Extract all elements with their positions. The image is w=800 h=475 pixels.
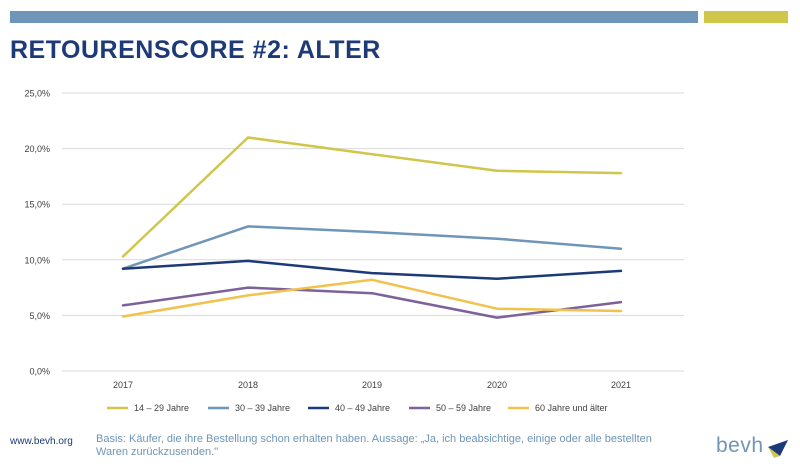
series-line-4 bbox=[121, 278, 623, 318]
legend-label: 14 – 29 Jahre bbox=[134, 403, 189, 413]
chart-gridlines bbox=[62, 92, 684, 372]
series-line-0 bbox=[121, 136, 623, 258]
legend-label: 30 – 39 Jahre bbox=[235, 403, 290, 413]
chart-legend: 14 – 29 Jahre 30 – 39 Jahre 40 – 49 Jahre 5… bbox=[107, 403, 608, 413]
y-tick-label: 15,0% bbox=[24, 200, 50, 210]
y-tick-label: 5,0% bbox=[29, 311, 50, 321]
series-line-2 bbox=[121, 259, 623, 280]
legend-label: 50 – 59 Jahre bbox=[436, 403, 491, 413]
x-tick-label: 2018 bbox=[238, 380, 258, 390]
y-tick-label: 10,0% bbox=[24, 255, 50, 265]
series-line-3 bbox=[121, 286, 623, 319]
x-axis-tick-labels: 2017 2018 2019 2020 2021 bbox=[113, 380, 631, 390]
bevh-logo: bevh bbox=[716, 434, 792, 460]
legend-label: 60 Jahre und älter bbox=[535, 403, 608, 413]
x-tick-label: 2017 bbox=[113, 380, 133, 390]
footer-note: Basis: Käufer, die ihre Bestellung schon… bbox=[96, 433, 652, 458]
y-tick-label: 20,0% bbox=[24, 144, 50, 154]
x-tick-label: 2021 bbox=[611, 380, 631, 390]
logo-mark-icon bbox=[768, 440, 788, 458]
line-chart: 0,0%5,0%10,0%15,0%20,0%25,0% 2017 2018 201… bbox=[24, 89, 684, 413]
header-accent-bar-yellow bbox=[704, 11, 788, 23]
y-tick-label: 25,0% bbox=[24, 89, 50, 99]
y-axis-tick-labels: 0,0% 5,0% 10,0% 15,0% 20,0% 25,0% bbox=[24, 89, 50, 377]
x-tick-label: 2019 bbox=[362, 380, 382, 390]
legend-label: 40 – 49 Jahre bbox=[335, 403, 390, 413]
logo-text: bevh bbox=[716, 434, 764, 457]
series-line-1 bbox=[121, 225, 623, 270]
footer-url[interactable]: www.bevh.org bbox=[10, 436, 73, 447]
y-tick-label: 0,0% bbox=[29, 367, 50, 377]
page-title: RETOURENSCORE #2: ALTER bbox=[10, 36, 381, 64]
chart-series-lines bbox=[121, 136, 623, 319]
x-tick-label: 2020 bbox=[487, 380, 507, 390]
header-accent-bar-blue bbox=[10, 11, 698, 23]
